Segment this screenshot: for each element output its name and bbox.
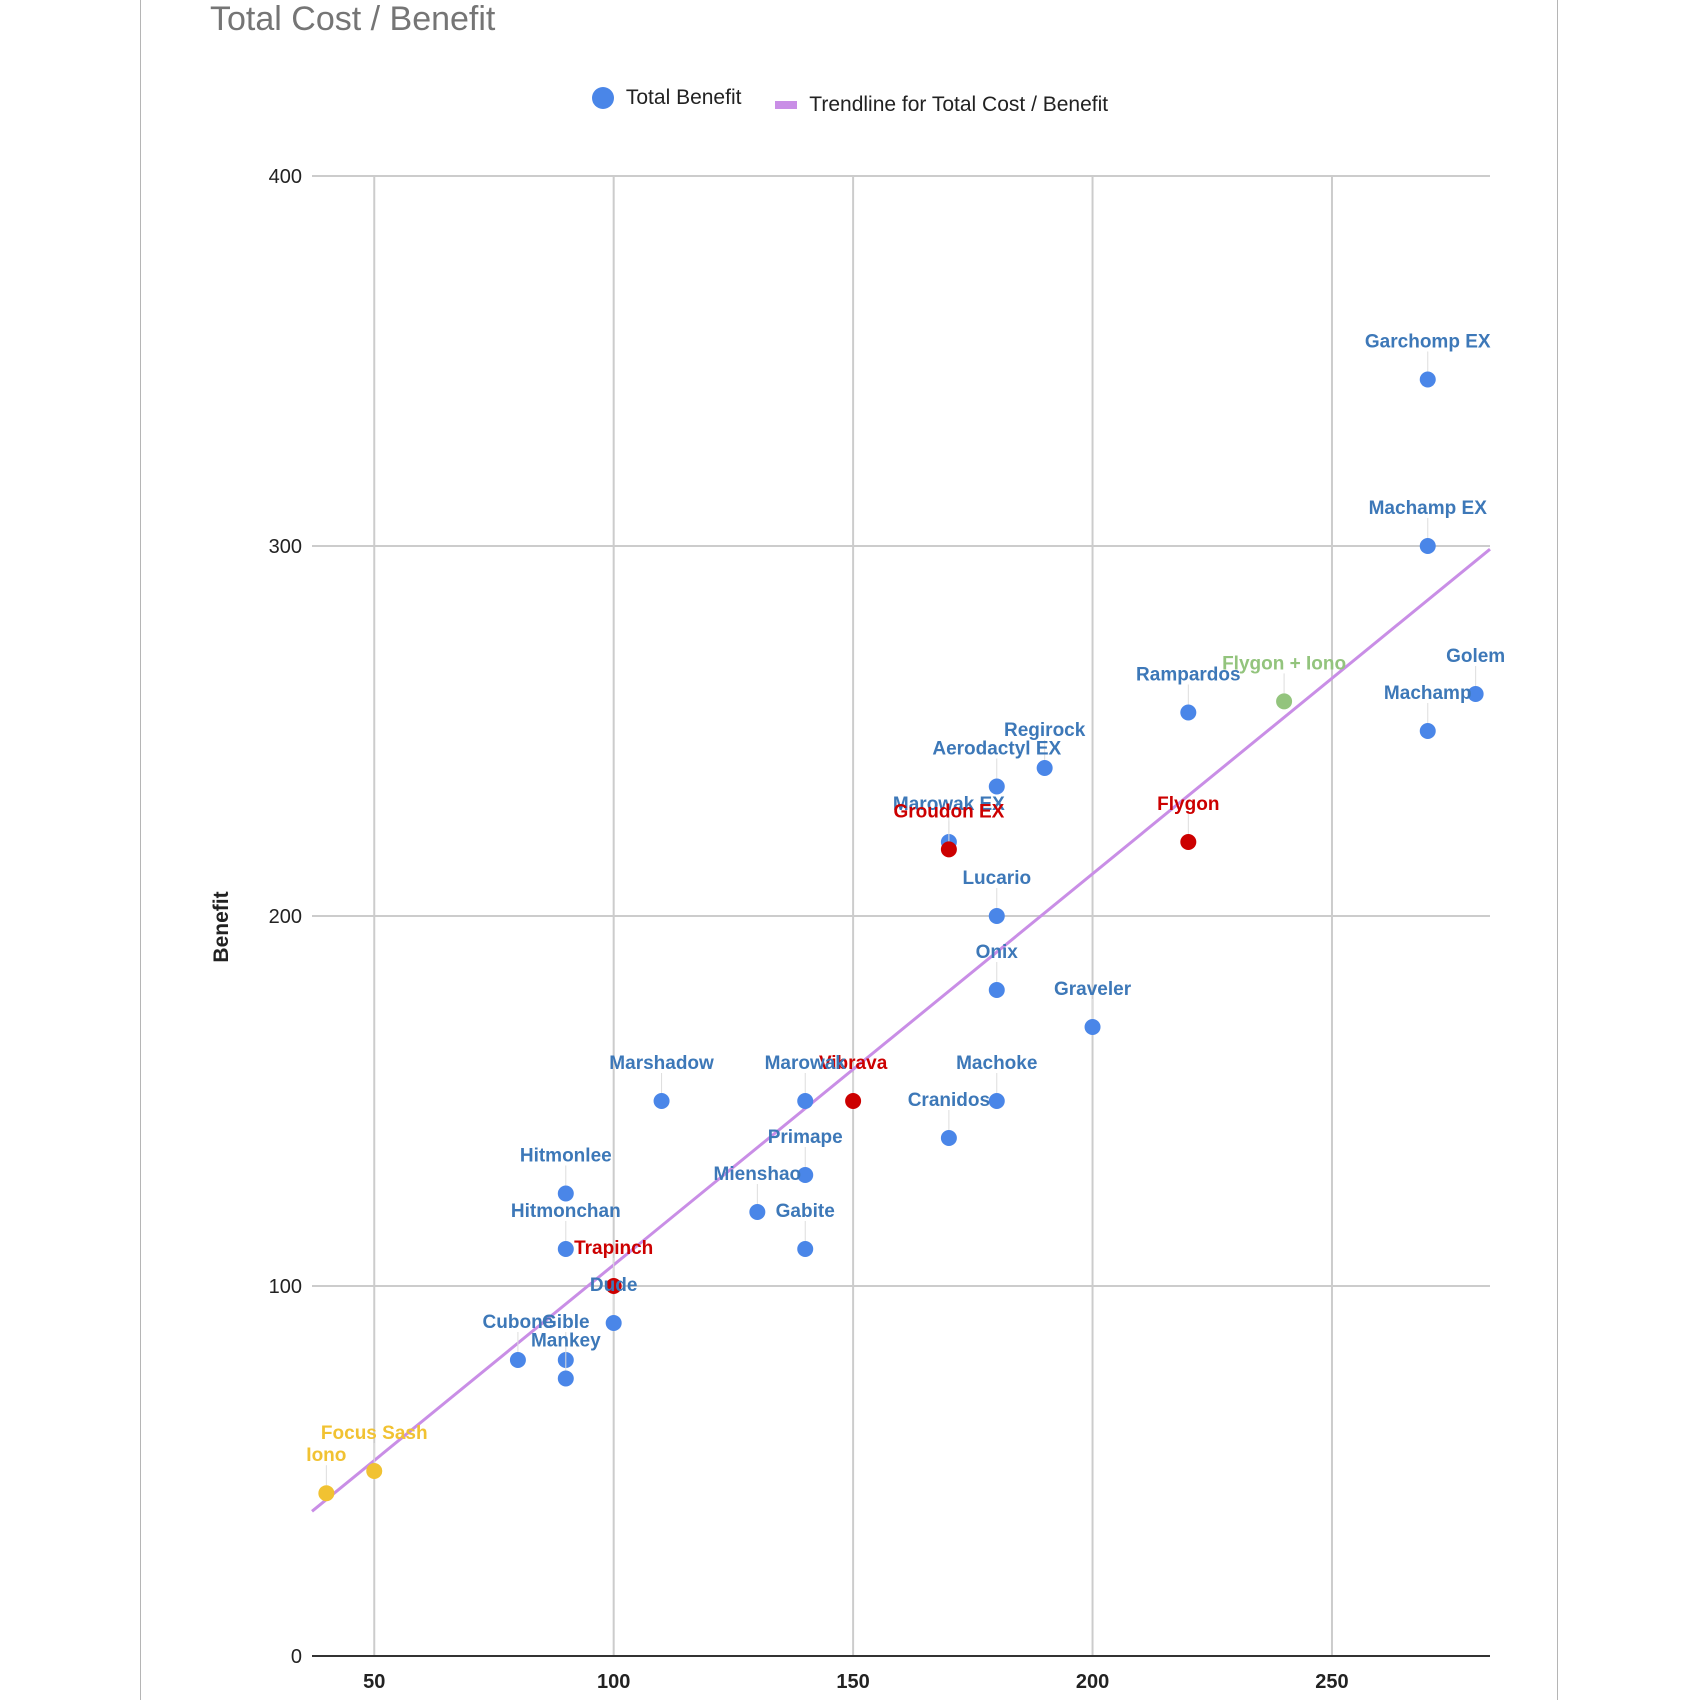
trendline (311, 548, 1491, 1513)
x-tick-label: 100 (597, 1671, 630, 1693)
point-flygon-iono (1276, 693, 1293, 710)
point-label-gabite: Gabite (776, 1201, 835, 1222)
y-tick-label: 400 (269, 166, 302, 188)
point-label-dude: Dude (590, 1275, 638, 1296)
point-label-garchomp-ex: Garchomp EX (1365, 332, 1491, 353)
point-label-machamp-ex: Machamp EX (1369, 498, 1488, 519)
point-label-mankey: Mankey (531, 1331, 601, 1352)
legend-line-icon (775, 101, 798, 109)
point-golem (1467, 686, 1484, 702)
point-label-trapinch: Trapinch (574, 1238, 653, 1259)
point-label-lucario: Lucario (962, 868, 1031, 889)
point-marowak (797, 1093, 814, 1109)
point-primape (797, 1167, 814, 1183)
point-label-primape: Primape (768, 1127, 843, 1148)
point-machamp-ex (1419, 538, 1436, 554)
point-groudon-ex (940, 841, 957, 858)
y-tick-label: 100 (269, 1276, 302, 1298)
point-label-hitmonchan: Hitmonchan (511, 1201, 621, 1222)
point-label-machamp: Machamp (1384, 683, 1472, 704)
x-tick-label: 200 (1076, 1671, 1109, 1693)
point-mankey (557, 1370, 574, 1387)
point-cubone (509, 1352, 526, 1368)
point-cranidos (940, 1130, 957, 1146)
point-label-regirock: Regirock (1004, 720, 1086, 741)
point-vibrava (845, 1093, 862, 1109)
point-focus-sash (366, 1463, 383, 1479)
chart-frame (140, 0, 1558, 1700)
y-tick-label: 300 (269, 536, 302, 558)
point-hitmonchan (557, 1241, 574, 1257)
x-tick-label: 150 (836, 1671, 869, 1693)
point-onix (988, 982, 1005, 998)
point-hitmonlee (557, 1185, 574, 1202)
point-label-marowak-ex: Marowak EX (893, 794, 1005, 815)
point-label-iono: Iono (306, 1445, 346, 1466)
point-flygon (1180, 834, 1197, 850)
y-tick-label: 0 (291, 1646, 302, 1668)
point-label-aerodactyl-ex: Aerodactyl EX (932, 739, 1061, 760)
point-label-machoke: Machoke (956, 1053, 1037, 1074)
point-garchomp-ex (1419, 371, 1436, 388)
point-label-focus-sash: Focus Sash (321, 1423, 428, 1444)
point-label-gible: Gible (542, 1312, 590, 1333)
point-label-flygon-iono: Flygon + Iono (1222, 653, 1346, 674)
point-rampardos (1180, 704, 1197, 721)
point-label-graveler: Graveler (1054, 979, 1132, 1000)
point-label-hitmonlee: Hitmonlee (520, 1146, 612, 1167)
chart-title: Total Cost / Benefit (210, 0, 496, 38)
point-gabite (797, 1241, 814, 1257)
point-label-vibrava: Vibrava (819, 1053, 888, 1074)
x-tick-label: 250 (1315, 1671, 1348, 1693)
y-tick-label: 200 (269, 906, 302, 928)
point-marshadow (653, 1093, 670, 1109)
point-label-marowak: Marowak (765, 1053, 847, 1074)
point-iono (318, 1485, 335, 1502)
point-label-mienshao: Mienshao (714, 1164, 802, 1185)
point-label-onix: Onix (976, 942, 1019, 963)
point-label-groudon-ex: Groudon EX (893, 801, 1004, 822)
legend-item-total-benefit[interactable]: Total Benefit (591, 86, 742, 110)
point-aerodactyl-ex (988, 778, 1005, 795)
legend-item-trendline[interactable]: Trendline for Total Cost / Benefit (775, 93, 1108, 117)
chart-legend: Total Benefit Trendline for Total Cost /… (0, 86, 1700, 117)
point-label-marshadow: Marshadow (609, 1053, 714, 1074)
point-machoke (988, 1093, 1005, 1109)
legend-marker-icon (591, 87, 614, 109)
point-dude (605, 1315, 622, 1331)
legend-label: Trendline for Total Cost / Benefit (809, 93, 1109, 116)
point-graveler (1084, 1019, 1101, 1035)
point-mienshao (749, 1204, 766, 1220)
legend-label: Total Benefit (625, 86, 742, 109)
point-label-golem: Golem (1446, 646, 1505, 667)
point-machamp (1419, 723, 1436, 739)
point-lucario (988, 908, 1005, 924)
point-regirock (1036, 760, 1053, 776)
point-label-flygon: Flygon (1157, 794, 1219, 815)
point-label-rampardos: Rampardos (1136, 665, 1241, 686)
point-label-cranidos: Cranidos (908, 1090, 990, 1111)
point-trapinch (605, 1278, 622, 1294)
x-tick-label: 50 (363, 1671, 385, 1693)
point-label-cubone: Cubone (483, 1312, 554, 1333)
